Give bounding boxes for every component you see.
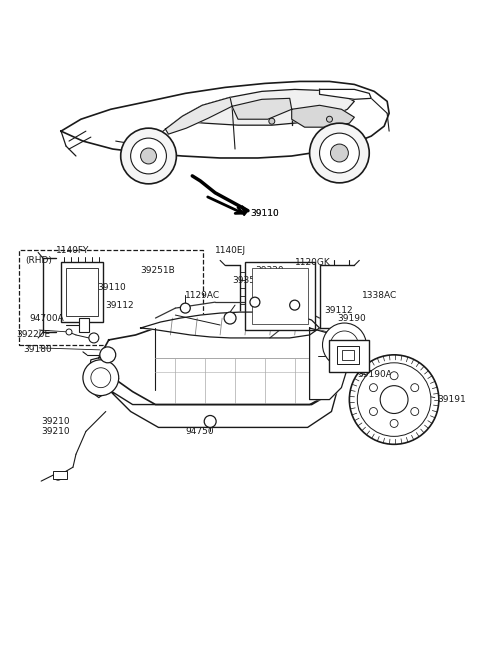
Circle shape [89,333,99,343]
Circle shape [390,419,398,428]
Circle shape [224,312,236,324]
Bar [19,250,203,345]
Circle shape [54,472,62,480]
Text: 39220E: 39220E [16,331,50,339]
Text: 1140FY: 1140FY [56,246,89,255]
Circle shape [326,116,333,122]
Polygon shape [141,312,320,338]
Circle shape [411,384,419,392]
Text: 39110: 39110 [97,283,126,291]
Text: 1120GK: 1120GK [295,258,330,267]
Circle shape [330,331,358,359]
Circle shape [323,323,366,367]
Polygon shape [232,98,292,119]
Text: 39191: 39191 [437,395,466,404]
Bar [61,263,103,322]
Text: 39180: 39180 [23,345,52,354]
Circle shape [131,138,167,174]
Text: 39350A: 39350A [232,276,267,285]
Circle shape [290,300,300,310]
Circle shape [141,148,156,164]
Text: 39190: 39190 [337,314,366,322]
Bar [252,269,308,324]
Polygon shape [242,206,248,215]
Text: 1338AC: 1338AC [362,291,397,300]
Polygon shape [61,81,389,158]
Circle shape [180,303,190,313]
Circle shape [390,372,398,380]
Bar [337,346,360,364]
Bar [342,350,354,360]
Circle shape [349,355,439,444]
Polygon shape [166,98,232,134]
Bar [53,471,67,479]
Text: 39251B: 39251B [141,266,175,275]
Polygon shape [89,358,109,398]
Polygon shape [109,390,337,428]
Circle shape [250,297,260,307]
Circle shape [83,360,119,396]
Polygon shape [292,105,354,127]
Polygon shape [166,89,354,129]
Text: 94700A: 94700A [29,314,64,322]
Text: 94750: 94750 [185,427,214,436]
Circle shape [310,123,369,183]
Circle shape [66,329,72,335]
Text: 39112: 39112 [324,306,353,314]
Bar [66,269,98,316]
Text: 39110: 39110 [250,209,279,218]
Polygon shape [320,89,371,100]
Text: 1140EJ: 1140EJ [215,246,246,255]
Text: 39210: 39210 [41,427,70,436]
Circle shape [204,415,216,428]
Circle shape [91,367,111,388]
Text: (RHD): (RHD) [25,256,52,265]
Bar [329,340,369,372]
Circle shape [411,407,419,415]
Circle shape [330,144,348,162]
Circle shape [370,384,377,392]
Circle shape [100,347,116,363]
Circle shape [320,133,360,173]
Text: 39210: 39210 [41,417,70,426]
Circle shape [357,363,431,436]
Circle shape [269,118,275,124]
Circle shape [120,128,176,184]
Polygon shape [310,328,349,400]
Text: 39112: 39112 [105,301,133,310]
Bar [79,318,89,332]
Polygon shape [99,328,344,405]
Circle shape [370,407,377,415]
Text: 39190A: 39190A [357,370,392,379]
Bar [245,263,314,330]
Text: 39320: 39320 [255,266,284,275]
Text: 39110: 39110 [250,209,279,218]
Circle shape [380,386,408,413]
Text: 1129AC: 1129AC [185,291,220,300]
